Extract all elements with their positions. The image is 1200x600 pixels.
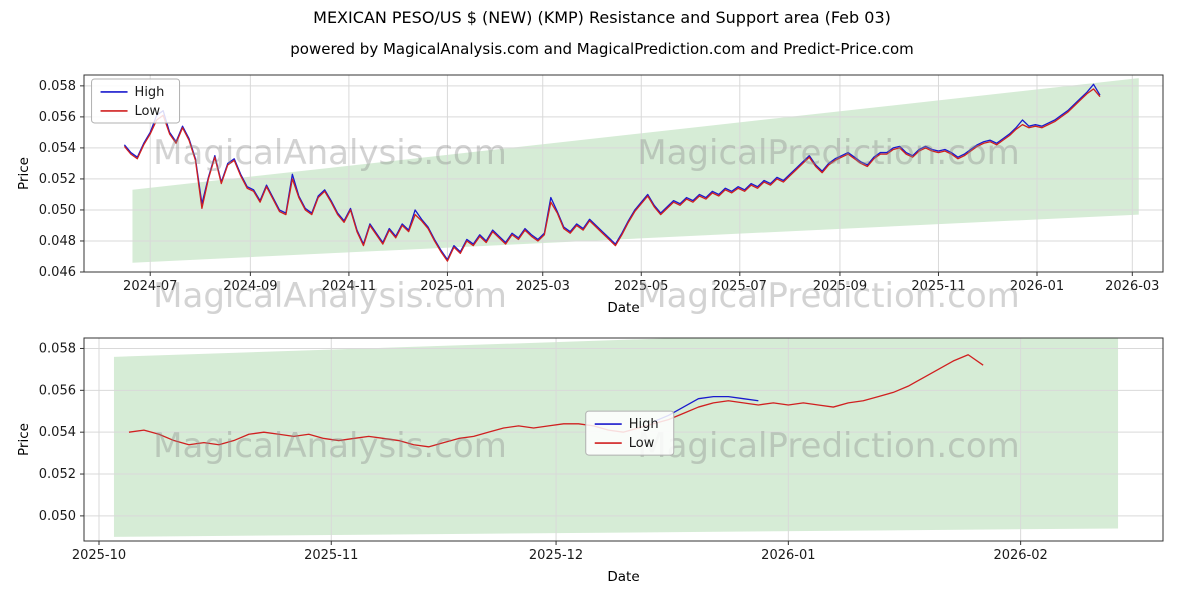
support-resistance-band (132, 78, 1139, 263)
series-low-line (123, 88, 1101, 262)
x-axis-label: Date (607, 300, 639, 316)
y-tick-label: 0.050 (39, 509, 76, 524)
watermark-text: MagicalAnalysis.com (153, 276, 507, 316)
y-tick-label: 0.056 (39, 110, 76, 125)
x-tick-label: 2025-09 (813, 279, 867, 294)
legend: High Low (91, 78, 181, 124)
y-tick-label: 0.054 (39, 141, 76, 156)
y-tick-label: 0.048 (39, 234, 76, 249)
x-tick-label: 2024-11 (322, 279, 376, 294)
y-tick-label: 0.052 (39, 172, 76, 187)
y-tick-label: 0.058 (39, 79, 76, 94)
watermark-text: MagicalAnalysis.com (153, 133, 507, 173)
x-tick-label: 2026-02 (993, 548, 1047, 563)
series-low-line (128, 354, 984, 448)
x-tick-label: 2025-11 (304, 548, 358, 563)
recent-price-chart: 2025-10 2025-11 2025-12 2026-01 2026-02 0.050… (0, 330, 1200, 600)
main-canvas: 2024-07 2024-09 2024-11 2025-01 2025-03 2025-… (16, 74, 1164, 316)
y-tick-label: 0.050 (39, 203, 76, 218)
x-tick-label: 2025-05 (614, 279, 668, 294)
x-tick-label: 2025-07 (713, 279, 767, 294)
plot-frame (83, 74, 1164, 273)
x-axis-label: Date (607, 569, 639, 585)
recent-canvas: 2025-10 2025-11 2025-12 2026-01 2026-02 0.050… (16, 337, 1164, 585)
y-tick-label: 0.046 (39, 265, 76, 280)
main-price-chart: 2024-07 2024-09 2024-11 2025-01 2025-03 2025-… (0, 62, 1200, 330)
figure-title: MEXICAN PESO/US $ (NEW) (KMP) Resistance… (313, 8, 891, 27)
watermark-text: MagicalPrediction.com (637, 426, 1020, 466)
x-tick-label: 2025-11 (911, 279, 965, 294)
y-tick-label: 0.052 (39, 467, 76, 482)
plot-frame (83, 337, 1164, 542)
watermark-text: MagicalPrediction.com (637, 133, 1020, 173)
legend: High Low (585, 410, 675, 456)
legend-label-high: High (135, 85, 165, 100)
watermark-text: MagicalPrediction.com (637, 276, 1020, 316)
x-tick-label: 2026-01 (1010, 279, 1064, 294)
x-tick-label: 2024-09 (223, 279, 277, 294)
watermark-text: MagicalAnalysis.com (153, 426, 507, 466)
y-tick-label: 0.058 (39, 341, 76, 356)
legend-label-low: Low (629, 436, 655, 451)
legend-label-high: High (629, 417, 659, 432)
legend-label-low: Low (135, 104, 161, 119)
y-axis-label: Price (16, 157, 32, 190)
y-axis-label: Price (16, 423, 32, 456)
x-tick-label: 2026-01 (761, 548, 815, 563)
x-tick-label: 2026-03 (1105, 279, 1159, 294)
y-tick-label: 0.054 (39, 425, 76, 440)
y-tick-label: 0.056 (39, 383, 76, 398)
x-tick-label: 2025-12 (529, 548, 583, 563)
x-tick-label: 2025-01 (420, 279, 474, 294)
x-tick-label: 2025-03 (516, 279, 570, 294)
x-tick-label: 2025-10 (72, 548, 126, 563)
x-tick-label: 2024-07 (123, 279, 177, 294)
figure-subtitle: powered by MagicalAnalysis.com and Magic… (290, 40, 914, 58)
